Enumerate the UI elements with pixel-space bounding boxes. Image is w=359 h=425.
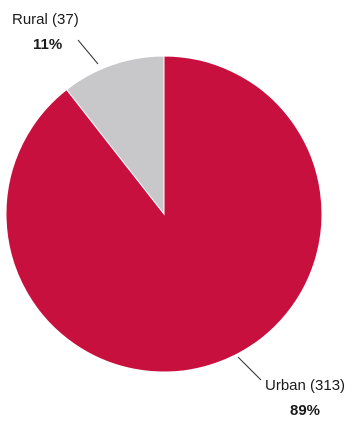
label-group-urban: Urban (313) 89% [237, 356, 345, 419]
slice-percent-rural: 11% [33, 36, 62, 53]
slice-label-rural: Rural (37) [12, 11, 79, 28]
slice-label-urban: Urban (313) [265, 377, 345, 394]
leader-line-rural [77, 39, 99, 65]
leader-line-urban [237, 356, 262, 381]
pie-slice-rural [65, 55, 165, 216]
slice-percent-urban: 89% [290, 402, 320, 419]
pie-slices [5, 55, 323, 373]
label-group-rural: Rural (37) 11% [12, 11, 99, 65]
